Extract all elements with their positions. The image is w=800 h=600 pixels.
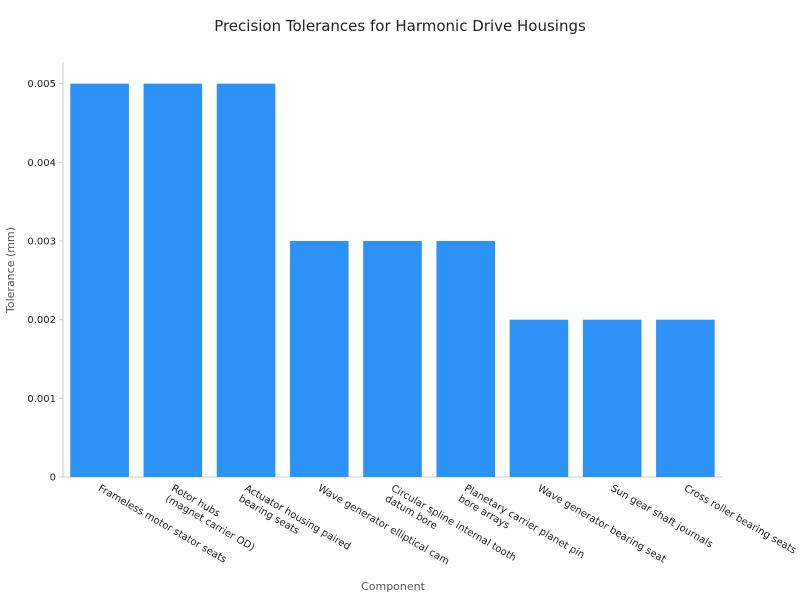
x-tick-label: Cross roller bearing seats [682, 483, 798, 556]
y-axis-title: Tolerance (mm) [4, 227, 17, 314]
chart-title: Precision Tolerances for Harmonic Drive … [214, 17, 586, 35]
y-tick-label: 0.004 [27, 158, 56, 169]
y-tick-label: 0.005 [27, 79, 56, 90]
bar [509, 319, 569, 477]
x-tick-label: Circular spline internal toothdatum bore [383, 483, 518, 574]
bar [436, 241, 496, 477]
x-axis-title: Component [361, 580, 426, 593]
y-tick-label: 0.002 [27, 315, 56, 326]
bar [289, 241, 349, 477]
x-tick-label: Planetary carrier planet pinbore arrays [456, 483, 586, 571]
bar [363, 241, 422, 477]
bar [143, 83, 203, 478]
y-tick-label: 0 [50, 473, 56, 484]
bar [70, 83, 129, 478]
x-tick-label: Wave generator bearing seat [535, 483, 667, 566]
bar [656, 319, 715, 477]
y-tick-label: 0.003 [27, 237, 56, 248]
y-tick-label: 0.001 [27, 394, 56, 405]
bar [582, 319, 642, 477]
bar [216, 83, 276, 478]
